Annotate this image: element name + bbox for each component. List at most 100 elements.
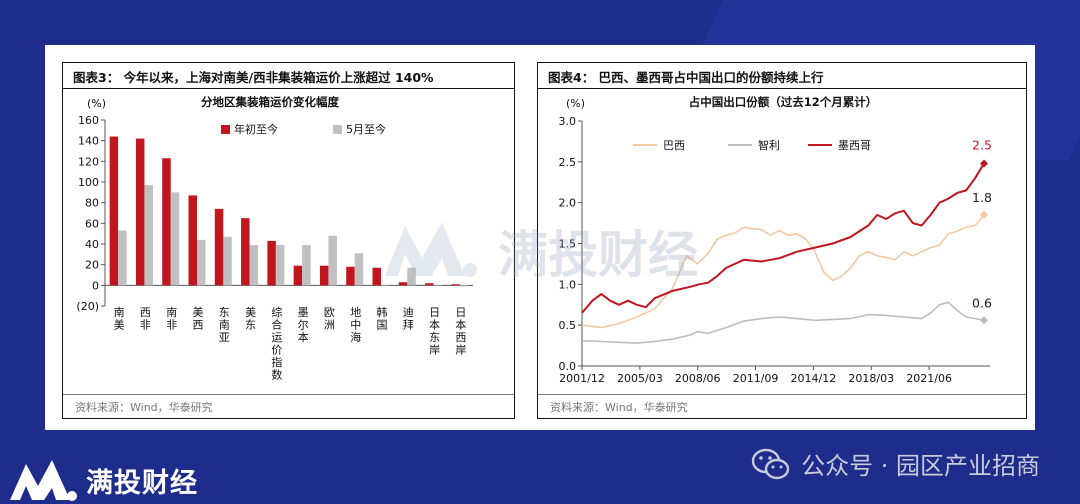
right-source-divider [538,394,1026,395]
line-y-tick-label: 1.5 [559,238,577,251]
line-end-marker [980,159,988,168]
bar [372,267,381,286]
line-y-tick-label: 2.5 [559,156,577,169]
bar-legend-label: 年初至今 [234,122,278,136]
bar [293,265,303,286]
line-y-unit: (%) [566,97,585,110]
bar [459,285,469,287]
bar [267,240,276,286]
line-x-tick-label: 2008/06 [675,372,721,385]
brand-logo-icon [10,460,77,501]
line-x-tick-label: 2021/06 [906,372,952,385]
line-chart-title: 占中国出口份额（过去12个月累计） [689,95,878,109]
bar [346,266,355,286]
bar-category-label: 日本西岸 [455,306,466,357]
bar-category-label: 南非 [166,306,177,332]
bar-y-tick-label: 120 [78,155,99,168]
line-chart: 占中国出口份额（过去12个月累计） (%) 0.0 0.5 1.0 1.5 2.0 2.5 3.… [559,95,992,385]
bar-category-label: 综合运价指数 [271,305,282,382]
bar-y-tick-label: 80 [85,197,99,210]
bar [407,267,416,286]
bar [354,253,364,286]
bar [109,136,119,286]
line-y-tick-label: 2.0 [559,197,577,210]
bar-legend-swatch [333,125,342,134]
line-end-marker [980,210,988,219]
bar-category-label: 西非 [140,306,151,332]
line-x-tick-label: 2018/03 [848,372,894,385]
bar-y-tick-label: 100 [78,176,99,189]
line-end-label: 0.6 [972,295,992,310]
bar [381,285,390,286]
left-source-text: 资料来源：Wind，华泰研究 [75,401,213,414]
right-chart-panel: 图表4： 巴西、墨西哥占中国出口的份额持续上行 占中国出口份额（过去12个月累计… [537,62,1027,419]
line-series [581,301,985,344]
bar [398,282,408,286]
bar [170,192,180,286]
line-end-label: 2.5 [972,137,992,152]
bar [302,245,311,286]
bar [223,236,232,286]
brand-name: 满投财经 [86,467,198,499]
bar-chart-title: 分地区集装箱运价变化幅度 [201,95,339,109]
line-y-tick-label: 0.0 [559,360,577,373]
bar-y-tick-label: 160 [78,114,99,127]
line-legend-label: 墨西哥 [838,139,871,152]
bar-chart: 分地区集装箱运价变化幅度 (%) (20) 0 20 40 60 80 100 120 140 160… [76,95,473,382]
bar-legend-label: 5月至今 [346,122,386,136]
bar [275,245,285,286]
bar-y-tick-label: 60 [85,217,99,230]
bar [241,218,250,286]
bar [118,230,127,286]
bar [144,185,153,286]
bar [214,208,224,286]
bar-legend-swatch [221,125,230,134]
right-source-text: 资料来源：Wind，华泰研究 [550,401,688,414]
bar [319,265,329,286]
line-y-tick-label: 0.5 [559,319,577,332]
bar-y-tick-label: 0 [92,279,99,292]
right-title-divider [538,88,1026,89]
right-chart-title: 图表4： 巴西、墨西哥占中国出口的份额持续上行 [548,70,824,85]
line-y-tick-label: 3.0 [559,115,577,128]
wechat-account-text: 公众号 · 园区产业招商 [801,452,1040,480]
bar-category-label: 韩国 [377,305,388,332]
left-chart-panel: 图表3： 今年以来，上海对南美/西非集装箱运价上涨超过 140% 分地区集装箱运… [62,62,515,419]
bar-y-tick-label: (20) [76,300,99,313]
line-x-tick-label: 2011/09 [733,372,779,385]
bar [197,239,206,286]
brand-logo: 满投财经 [8,458,198,502]
bar-category-label: 日本东岸 [429,306,440,357]
bar-category-label: 美西 [193,306,204,332]
line-y-tick-label: 1.0 [559,278,577,291]
bar-y-tick-label: 20 [85,259,99,272]
line-x-tick-label: 2001/12 [559,372,605,385]
bar-y-tick-label: 40 [85,238,99,251]
bar [425,283,434,286]
wechat-icon [751,448,790,479]
left-chart-title: 图表3： 今年以来，上海对南美/西非集装箱运价上涨超过 140% [73,70,434,85]
line-x-tick-label: 2014/12 [791,372,837,385]
bar-category-label: 欧洲 [324,306,335,332]
line-series [581,214,985,329]
bar [188,195,197,286]
line-legend-label: 巴西 [663,139,685,152]
bar [433,285,443,286]
line-legend-label: 智利 [758,138,780,152]
bar-category-label: 美东 [245,306,256,332]
bar [249,245,259,286]
bar-category-label: 墨尔本 [298,306,309,344]
bar-category-label: 地中海 [350,306,361,344]
line-series [581,162,985,314]
line-end-marker [980,316,988,325]
bar-y-tick-label: 140 [78,135,99,148]
bar [162,158,171,286]
bar [328,235,337,286]
wechat-account[interactable]: 公众号 · 园区产业招商 [751,446,1040,481]
bar-category-label: 东南亚 [219,306,230,344]
bar [135,138,145,286]
bar-category-label: 南美 [114,306,125,332]
left-title-divider [63,88,514,89]
line-end-label: 1.8 [972,190,992,205]
bar [451,284,460,286]
